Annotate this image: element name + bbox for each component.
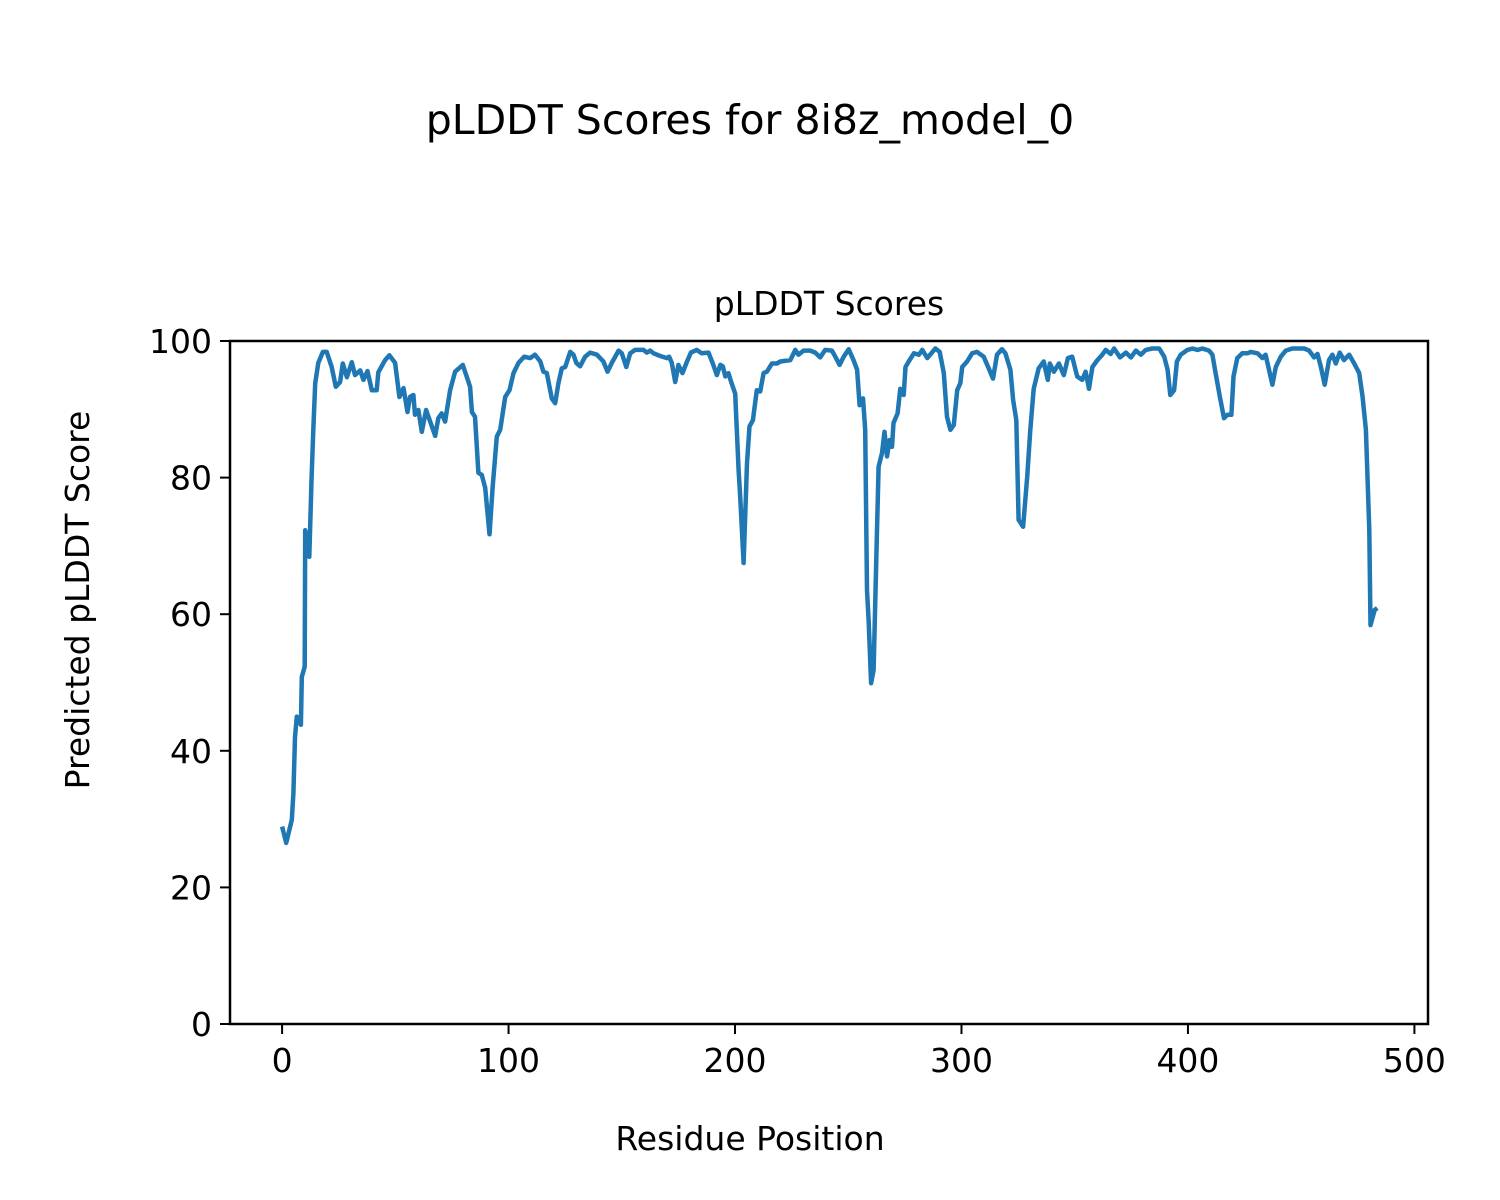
axes-title: pLDDT Scores (714, 284, 944, 323)
axes-frame (228, 339, 1430, 1026)
x-axis-label: Residue Position (615, 1119, 884, 1158)
x-tick-label: 100 (477, 1041, 540, 1080)
y-axis-label: Predicted pLDDT Score (58, 411, 97, 790)
x-tick-label: 0 (272, 1041, 293, 1080)
x-tick-label: 500 (1383, 1041, 1446, 1080)
x-tick-label: 300 (930, 1041, 993, 1080)
y-tick-label: 60 (170, 595, 212, 634)
plot-area (279, 346, 1379, 846)
x-tick-label: 200 (704, 1041, 767, 1080)
y-tick-label: 0 (191, 1005, 212, 1044)
axis-ticks: 0 100 200 300 400 500 0 20 40 60 80 100 (149, 322, 1446, 1080)
y-tick-label: 80 (170, 459, 212, 498)
y-tick-label: 20 (170, 868, 212, 907)
x-tick-label: 400 (1156, 1041, 1219, 1080)
figure-title: pLDDT Scores for 8i8z_model_0 (426, 96, 1075, 144)
y-tick-label: 100 (149, 322, 212, 361)
plddt-series-line (279, 346, 1379, 846)
y-tick-label: 40 (170, 732, 212, 771)
